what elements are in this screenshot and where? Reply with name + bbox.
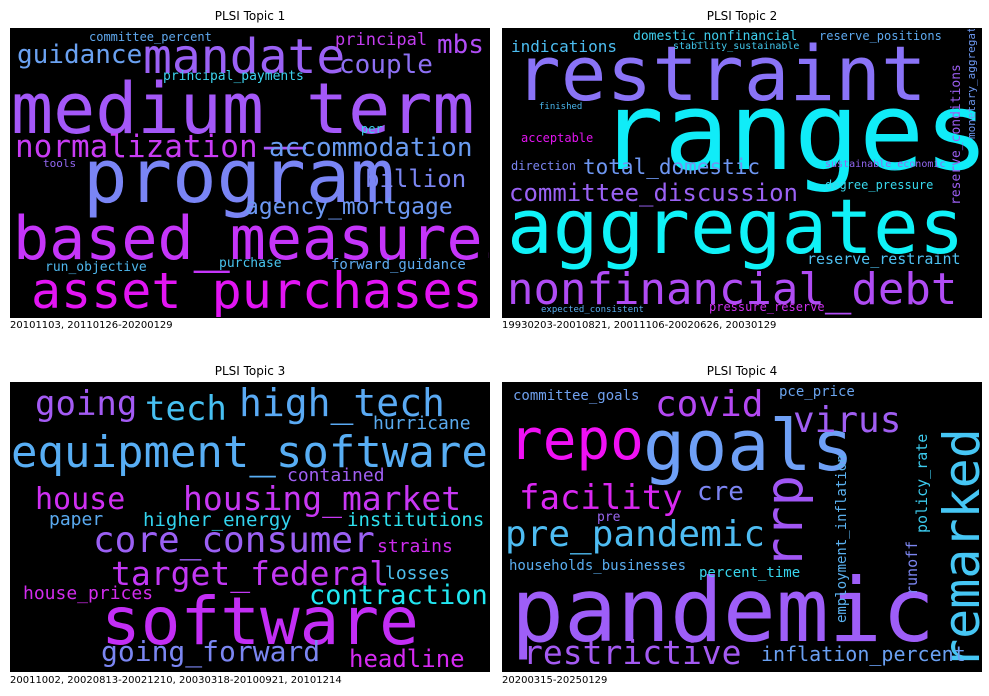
topic-4-title: PLSI Topic 4	[706, 364, 778, 378]
word-virus: virus	[793, 400, 902, 441]
word-couple: couple	[339, 50, 433, 80]
word-reserve-restraint: reserve_restraint	[807, 250, 961, 268]
word-housing-market: housing_market	[183, 479, 462, 518]
word-program: program	[83, 134, 395, 220]
word-medium-term: medium_term	[11, 68, 475, 150]
word-direction: direction	[511, 159, 577, 173]
topic-4-wordcloud: pandemic goals repo remarked rrp covid v…	[502, 382, 982, 672]
word-reserve-positions: reserve_positions	[819, 29, 942, 43]
word-tech: tech	[145, 389, 227, 429]
word-equipment-software: equipment_software	[11, 427, 488, 478]
word-hurricane: hurricane	[373, 413, 471, 434]
word-monetary-aggregates: monetary_aggregates	[965, 28, 978, 139]
word-principal-payments: principal_payments	[163, 69, 304, 84]
word-acceptable: acceptable	[521, 131, 594, 145]
word-contraction: contraction	[309, 580, 488, 611]
word-core-consumer: core_consumer	[93, 520, 375, 561]
word-facility: facility	[519, 478, 683, 518]
word-restraint: restraint	[515, 29, 927, 118]
word-runoff: runoff	[903, 540, 921, 595]
word-goals: goals	[643, 405, 854, 487]
word-billion: billion	[365, 165, 467, 193]
word-employment-inflation: employment_inflation	[834, 454, 850, 623]
word-losses: losses	[385, 563, 451, 584]
word-restrictive: restrictive	[523, 633, 742, 672]
word-agency-mortgage: agency_mortgage	[245, 194, 453, 220]
word-run-objective: run_objective	[45, 260, 147, 275]
topic-2-wordcloud: restraint ranges aggregates nonfinancial…	[502, 28, 982, 318]
word-normalization: normalization	[15, 129, 258, 165]
topic-3-title: PLSI Topic 3	[214, 364, 286, 378]
word-asset-purchases: asset_purchases	[31, 262, 483, 318]
word-pre: pre	[597, 510, 621, 525]
word-rrp: rrp	[755, 475, 815, 569]
word-nonfinancial-debt: nonfinancial_debt	[507, 264, 958, 315]
word-indications: indications	[511, 37, 617, 56]
word-tools: tools	[43, 157, 77, 170]
word-guidance: guidance	[17, 40, 143, 70]
word-target-federal: target_federal	[111, 554, 390, 593]
word-institutions: institutions	[347, 509, 485, 531]
word-mbs: mbs	[437, 30, 484, 60]
word-per: per	[361, 122, 383, 136]
word-purchase: purchase	[219, 256, 282, 271]
topic-3-wordcloud: software equipment_software high_tech te…	[10, 382, 490, 672]
word-contained: contained	[287, 465, 385, 486]
word-going-forward: going_forward	[101, 635, 321, 668]
word-accommodation: accommodation	[269, 133, 473, 163]
topic-3-caption: 20011002, 20020813-20021210, 20030318-20…	[10, 675, 342, 686]
word-pandemic: pandemic	[511, 559, 935, 662]
topic-2-title: PLSI Topic 2	[706, 9, 778, 23]
topic-4-caption: 20200315-20250129	[502, 675, 608, 686]
word-repo: repo	[509, 408, 644, 473]
word-sustainable-economic: sustainable_economic	[825, 159, 946, 170]
word-total-domestic: total_domestic	[583, 155, 761, 179]
word-house-prices: house_prices	[23, 583, 154, 604]
word-going: going	[35, 384, 138, 424]
word-remarked: remarked	[933, 428, 982, 669]
word-domestic-nonfinancial: domestic_nonfinancial	[633, 29, 798, 44]
word-paper: paper	[49, 509, 104, 530]
word-committee-goals: committee_goals	[513, 388, 640, 404]
word-house: house	[35, 482, 126, 517]
topic-1-wordcloud: medium_term program based_measures asset…	[10, 28, 490, 318]
word-based-measures: based_measures	[13, 204, 490, 274]
word-reserve-conditions: reserve_conditions	[949, 64, 964, 205]
word-stability-sustainable: stability_sustainable	[673, 41, 800, 52]
word-committee-discussion: committee_discussion	[509, 179, 798, 207]
word-headline: headline	[349, 645, 465, 672]
topic-1-caption: 20101103, 20110126-20200129	[10, 320, 173, 331]
topic-2-caption: 19930203-20010821, 20011106-20020626, 20…	[502, 320, 777, 331]
word-policy-rate: policy_rate	[913, 433, 931, 533]
word-ranges: ranges	[599, 70, 982, 195]
word-inflation-percent: inflation_percent	[761, 642, 966, 666]
word-finished: finished	[539, 102, 583, 112]
word-high-tech: high_tech	[239, 382, 445, 425]
word-pressure-reserve: pressure_reserve	[709, 300, 825, 314]
word-aggregates: aggregates	[507, 182, 965, 271]
word-forward-guidance: forward_guidance	[331, 257, 466, 273]
word-strains: strains	[377, 536, 453, 557]
word-covid: covid	[655, 384, 764, 425]
word-higher-energy: higher_energy	[143, 509, 292, 531]
word-principal: principal	[335, 30, 428, 50]
word-percent-time: percent_time	[699, 565, 801, 581]
word-households-businesses: households_businesses	[509, 558, 687, 574]
word-cre: cre	[697, 477, 744, 507]
word-degree-pressure: degree_pressure	[825, 178, 934, 192]
word-mandate: mandate	[143, 29, 346, 85]
word-pce-price: pce_price	[779, 384, 855, 400]
word-software: software	[101, 583, 419, 660]
word-expected-consistent: expected_consistent	[541, 305, 644, 315]
word-committee-percent: committee_percent	[89, 30, 212, 44]
topic-1-title: PLSI Topic 1	[214, 9, 286, 23]
word-pre-pandemic: pre_pandemic	[505, 514, 766, 555]
